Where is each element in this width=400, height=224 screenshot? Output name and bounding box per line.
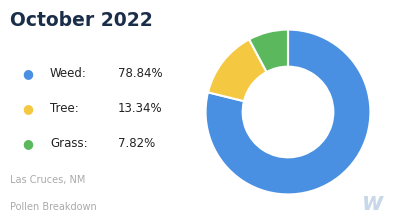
Text: 7.82%: 7.82% xyxy=(118,137,155,150)
Text: ●: ● xyxy=(22,137,33,150)
Text: October 2022: October 2022 xyxy=(10,11,153,30)
Text: Grass:: Grass: xyxy=(50,137,88,150)
Text: Weed:: Weed: xyxy=(50,67,87,80)
Wedge shape xyxy=(249,30,288,72)
Text: 13.34%: 13.34% xyxy=(118,102,163,115)
Text: ●: ● xyxy=(22,67,33,80)
Text: 78.84%: 78.84% xyxy=(118,67,163,80)
Text: Las Cruces, NM: Las Cruces, NM xyxy=(10,175,85,185)
Text: Tree:: Tree: xyxy=(50,102,79,115)
Wedge shape xyxy=(208,39,267,101)
Text: w: w xyxy=(362,191,384,215)
Text: ●: ● xyxy=(22,102,33,115)
Text: Pollen Breakdown: Pollen Breakdown xyxy=(10,202,97,212)
Wedge shape xyxy=(206,30,370,194)
